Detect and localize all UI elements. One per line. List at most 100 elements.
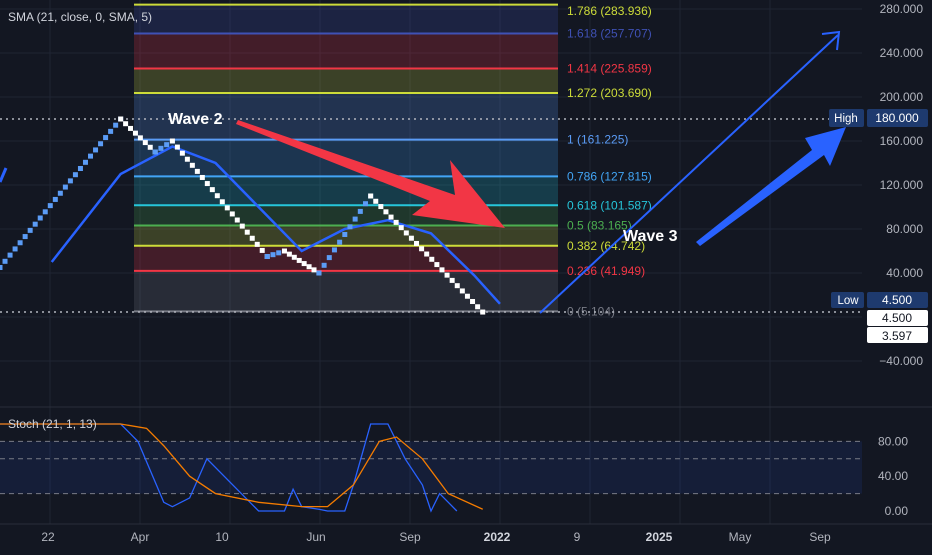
renko-brick: [113, 122, 119, 128]
renko-brick: [42, 209, 48, 215]
renko-brick: [449, 277, 455, 283]
renko-brick: [137, 135, 143, 141]
renko-brick: [459, 288, 465, 294]
renko-brick: [37, 215, 43, 221]
fib-zone: [134, 68, 558, 93]
fibonacci-retracement[interactable]: 1.786 (283.936) 1.618 (257.707) 1.414 (225…: [0, 3, 862, 318]
fib-level-label: 0.786 (127.815): [567, 169, 652, 183]
time-axis-tick: 9: [574, 530, 581, 544]
renko-brick: [424, 251, 430, 257]
stoch-d-line: [0, 423, 483, 510]
time-axis-tick: Sep: [809, 530, 831, 544]
fib-zone: [134, 92, 558, 140]
sma-legend[interactable]: SMA (21, close, 0, SMA, 5): [8, 10, 152, 24]
renko-brick: [152, 149, 158, 155]
renko-brick: [7, 252, 13, 258]
renko-brick: [123, 121, 129, 127]
renko-brick: [219, 199, 225, 205]
fib-zone: [134, 4, 558, 34]
time-axis-tick: 2025: [646, 530, 673, 544]
projection-arrowhead: [821, 30, 841, 51]
renko-brick: [254, 241, 260, 247]
renko-brick: [347, 224, 353, 230]
renko-brick: [194, 168, 200, 174]
renko-brick: [249, 235, 255, 241]
fib-level-label: 0.236 (41.949): [567, 264, 645, 278]
renko-brick: [17, 240, 23, 246]
renko-brick: [184, 156, 190, 162]
renko-brick: [72, 172, 78, 178]
renko-brick: [118, 116, 124, 122]
renko-brick: [103, 135, 109, 141]
renko-brick: [464, 293, 470, 299]
renko-brick: [408, 235, 414, 241]
renko-brick: [88, 153, 94, 159]
sma-line: [50, 145, 501, 305]
stoch-legend[interactable]: Stoch (21, 1, 13): [8, 417, 97, 431]
fib-level-label: 1.618 (257.707): [567, 27, 652, 41]
renko-brick: [244, 229, 250, 235]
renko-brick: [199, 174, 205, 180]
renko-brick: [480, 309, 486, 315]
low-label-text: Low: [837, 295, 859, 307]
renko-brick: [164, 142, 170, 148]
high-label-tag: [829, 109, 864, 127]
last-price-tag: [867, 310, 928, 326]
low-value-text: 4.500: [882, 293, 912, 307]
renko-brick: [62, 184, 68, 190]
second-price-tag: [867, 327, 928, 343]
grid: [0, 0, 932, 525]
price-axis-tick: 80.000: [886, 222, 923, 236]
renko-brick: [316, 270, 322, 276]
renko-brick: [331, 247, 337, 253]
wave2-arrow: [236, 120, 505, 228]
price-axis-tick: 200.000: [880, 90, 924, 104]
renko-brick: [142, 140, 148, 146]
renko-brick: [373, 198, 379, 204]
fib-zone: [134, 245, 558, 271]
renko-brick: [419, 246, 425, 252]
stoch-axis-tick: 40.00: [878, 469, 908, 483]
renko-brick: [179, 150, 185, 156]
renko-brick: [393, 219, 399, 225]
second-price-text: 3.597: [882, 329, 912, 343]
renko-brick: [378, 204, 384, 210]
wave2-label: Wave 2: [168, 111, 223, 128]
price-axis: 280.000 240.000 200.000 160.000 120.000 80.00…: [878, 2, 923, 518]
renko-brick: [439, 267, 445, 273]
renko-brick: [57, 190, 63, 196]
stoch-axis-tick: 0.00: [885, 504, 909, 518]
renko-brick: [132, 130, 138, 136]
renko-brick: [27, 227, 33, 233]
low-label-tag: [831, 292, 864, 308]
stoch-axis-tick: 80.00: [878, 434, 908, 448]
renko-brick: [434, 262, 440, 268]
renko-brick: [147, 144, 153, 150]
fib-level-label: 0.5 (83.165): [567, 219, 632, 233]
renko-brick: [429, 256, 435, 262]
renko-brick: [128, 125, 134, 131]
renko-brick: [306, 264, 312, 270]
renko-brick: [398, 225, 404, 231]
renko-brick: [12, 246, 18, 252]
renko-brick: [286, 251, 292, 257]
renko-brick: [388, 214, 394, 220]
time-axis-tick: Apr: [131, 530, 150, 544]
renko-brick: [158, 145, 164, 151]
renko-brick: [229, 211, 235, 217]
renko-brick: [352, 216, 358, 222]
fib-zone: [134, 33, 558, 69]
high-label-text: High: [834, 113, 858, 125]
price-axis-tick: 160.000: [880, 134, 924, 148]
renko-brick: [2, 258, 8, 264]
stoch-k-line: [0, 423, 458, 513]
renko-brick: [291, 254, 297, 260]
high-value-text: 180.000: [875, 111, 919, 125]
fib-zone: [134, 270, 558, 312]
price-axis-tick: 120.000: [880, 178, 924, 192]
renko-brick: [93, 147, 99, 153]
renko-brick: [301, 261, 307, 267]
time-axis-tick: 2022: [484, 530, 511, 544]
price-axis-tick: −40.000: [879, 354, 923, 368]
